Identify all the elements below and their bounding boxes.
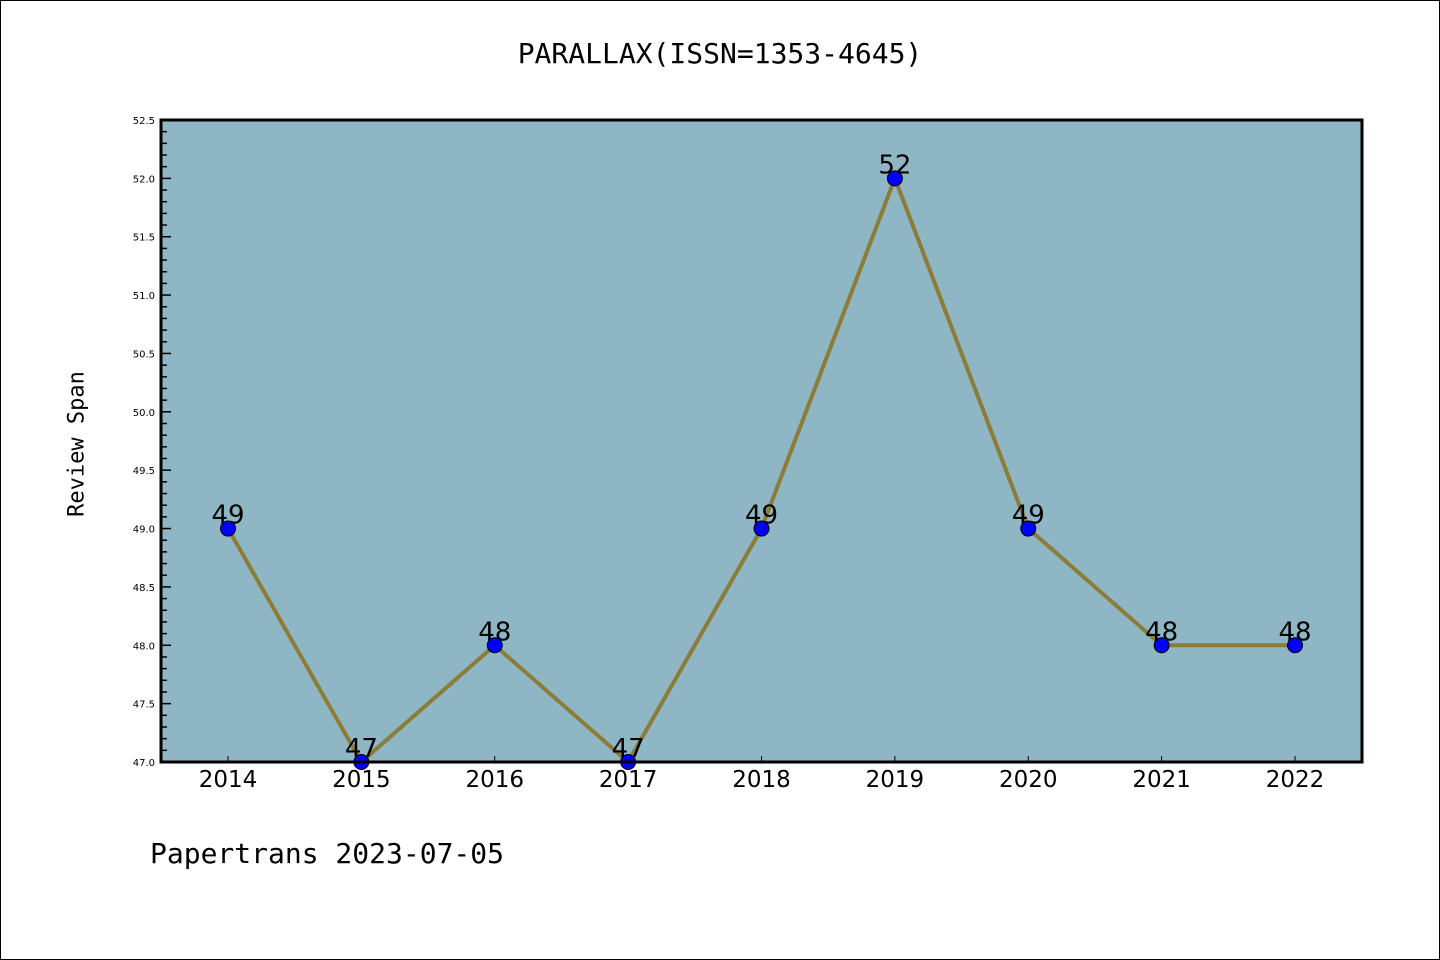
data-label: 47 xyxy=(612,734,645,764)
footer-text: Papertrans 2023-07-05 xyxy=(150,837,505,870)
chart-title: PARALLAX(ISSN=1353-4645) xyxy=(517,37,923,70)
plot-area xyxy=(161,120,1362,762)
data-label: 48 xyxy=(1145,617,1178,647)
data-point xyxy=(486,637,503,654)
y-tick-label: 47.0 xyxy=(133,758,155,769)
y-tick-label: 51.5 xyxy=(133,233,155,244)
data-label: 49 xyxy=(1012,501,1045,531)
x-tick-label: 2017 xyxy=(599,767,658,793)
x-tick-label: 2022 xyxy=(1266,767,1325,793)
data-point xyxy=(753,520,770,537)
data-point xyxy=(220,520,236,537)
x-tick-label: 2015 xyxy=(332,767,391,793)
y-tick-label: 48.5 xyxy=(133,583,155,594)
y-tick-label: 52.0 xyxy=(133,174,155,185)
y-tick-label: 50.5 xyxy=(133,349,155,360)
data-label: 48 xyxy=(1278,617,1311,647)
y-tick-label: 51.0 xyxy=(133,291,155,302)
data-label: 48 xyxy=(478,617,511,647)
y-tick-label: 52.5 xyxy=(133,116,155,127)
y-tick-label: 50.0 xyxy=(133,408,155,419)
y-tick-label: 49.5 xyxy=(133,466,155,477)
y-tick-label: 47.5 xyxy=(133,700,155,711)
y-tick-label: 49.0 xyxy=(133,525,155,536)
data-label: 47 xyxy=(345,734,378,764)
x-tick-label: 2018 xyxy=(732,767,791,793)
data-point xyxy=(1020,520,1037,537)
data-label: 49 xyxy=(745,501,778,531)
data-point xyxy=(1287,637,1303,654)
x-tick-label: 2016 xyxy=(465,767,524,793)
plot-border xyxy=(159,118,1364,764)
x-tick-label: 2014 xyxy=(199,767,258,793)
data-label: 52 xyxy=(878,150,911,180)
x-tick-label: 2019 xyxy=(866,767,925,793)
x-tick-label: 2021 xyxy=(1132,767,1191,793)
x-tick-label: 2020 xyxy=(999,767,1058,793)
data-point xyxy=(1153,637,1170,654)
data-point xyxy=(886,170,903,187)
data-label: 49 xyxy=(211,501,244,531)
y-tick-label: 48.0 xyxy=(133,641,155,652)
